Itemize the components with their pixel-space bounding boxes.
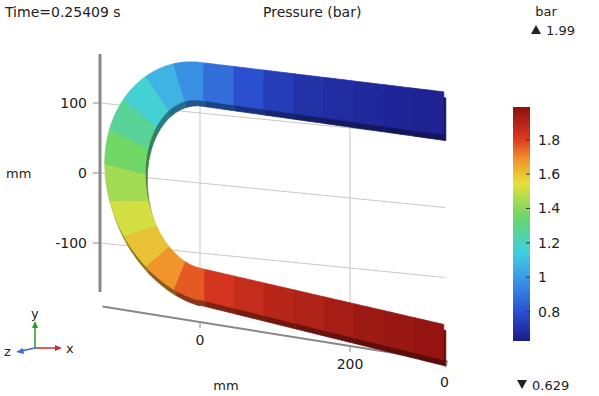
colorbar-tick-label: 1.8 (538, 132, 560, 148)
grid (100, 64, 445, 317)
triad-y (34, 326, 36, 348)
colorbar-tick (526, 242, 530, 243)
tube-segment (294, 74, 324, 118)
x-tick-label: 0 (196, 332, 205, 348)
colorbar-title: bar (535, 4, 557, 19)
title: Pressure (bar) (263, 4, 361, 20)
tube-segment (110, 200, 157, 236)
triad-x (35, 347, 57, 349)
tube-segment (174, 62, 204, 101)
tube-segment (414, 88, 444, 134)
colorbar-tick (526, 311, 530, 312)
tube-segment (384, 85, 414, 131)
x-tick (350, 346, 351, 352)
tube-top (105, 62, 444, 360)
tube-segment (324, 297, 354, 338)
tube-segment (384, 311, 414, 353)
tube-segment (264, 70, 294, 113)
tube-segment (324, 77, 354, 122)
y-tick-label: 0 (78, 165, 87, 181)
colorbar (513, 107, 530, 341)
y-axis-title: mm (6, 166, 31, 181)
grid-line (100, 173, 445, 208)
y-tick (93, 243, 100, 244)
colorbar-tick-label: 1.6 (538, 166, 560, 182)
tube-segment (234, 67, 264, 110)
triad-label: z (4, 344, 11, 359)
x-axis-title: mm (213, 378, 238, 393)
colorbar-tick (526, 139, 530, 140)
tube-segment (234, 276, 264, 316)
x-tick-label: 200 (337, 356, 364, 372)
tube-segment (354, 81, 384, 126)
triad-z-head (16, 348, 24, 354)
tube-segment (204, 269, 234, 308)
triad-y-head (32, 321, 38, 328)
y-tick-label: 100 (60, 95, 87, 111)
colorbar-max: 1.99 (546, 23, 575, 38)
y-tick (93, 103, 100, 104)
colorbar-tick-label: 1.2 (538, 235, 560, 251)
x-tick (200, 322, 201, 328)
z-tick-label: 0 (440, 374, 449, 390)
triad-label: y (31, 306, 39, 321)
tube-segment (414, 318, 444, 361)
max-marker (531, 25, 541, 34)
tube (105, 62, 446, 366)
triad-x-head (55, 345, 62, 351)
y-tick (93, 173, 100, 174)
colorbar-tick (526, 277, 530, 278)
colorbar-tick-label: 1 (538, 269, 547, 285)
tube-segment (264, 283, 294, 323)
colorbar-tick (526, 208, 530, 209)
tube-segment (354, 304, 384, 346)
colorbar-tick-label: 0.8 (538, 304, 560, 320)
tube-segment (204, 63, 234, 105)
subtitle: Time=0.25409 s (4, 4, 121, 20)
triad-label: x (66, 341, 74, 356)
colorbar-min: 0.629 (532, 378, 569, 393)
y-tick-label: -100 (55, 235, 87, 251)
chart: Time=0.25409 s Pressure (bar) -100 0 100 mm 0 2… (0, 0, 599, 396)
colorbar-tick (526, 174, 530, 175)
min-marker (517, 380, 527, 389)
tube-side (107, 68, 446, 366)
colorbar-tick-label: 1.4 (538, 200, 560, 216)
tube-segment (294, 290, 324, 331)
